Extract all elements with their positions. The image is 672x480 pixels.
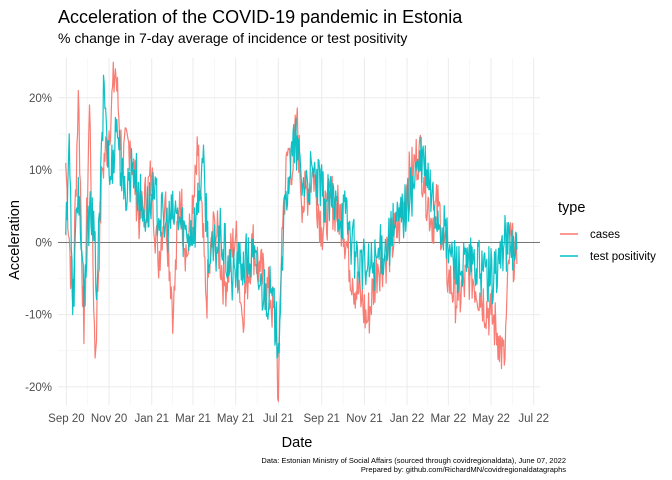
y-tick-label: -10% bbox=[25, 310, 52, 322]
x-tick-label: Jan 22 bbox=[390, 413, 425, 425]
y-tick-label: 20% bbox=[29, 93, 52, 105]
x-tick-label: Mar 21 bbox=[175, 413, 211, 425]
series-layer bbox=[65, 61, 518, 402]
caption-line-2: Prepared by: github.com/RichardMN/covidr… bbox=[361, 465, 566, 474]
legend-label-cases: cases bbox=[590, 229, 620, 241]
caption-line-1: Data: Estonian Ministry of Social Affair… bbox=[261, 456, 566, 465]
x-tick-label: May 21 bbox=[217, 413, 255, 425]
y-axis-title: Acceleration bbox=[7, 200, 23, 280]
x-tick-label: Sep 21 bbox=[304, 413, 340, 425]
x-axis-title: Date bbox=[282, 435, 313, 451]
chart-title: Acceleration of the COVID-19 pandemic in… bbox=[58, 7, 463, 27]
y-tick-label: -20% bbox=[25, 382, 52, 394]
legend: type cases test positivity bbox=[558, 200, 656, 263]
legend-label-test-positivity: test positivity bbox=[590, 251, 656, 263]
x-tick-label: Nov 21 bbox=[346, 413, 382, 425]
legend-title: type bbox=[558, 200, 585, 216]
y-axis-ticks: -20% -10% 0% 10% 20% bbox=[25, 93, 52, 394]
x-tick-label: May 22 bbox=[472, 413, 510, 425]
y-tick-label: 0% bbox=[35, 237, 52, 249]
chart-subtitle: % change in 7-day average of incidence o… bbox=[58, 30, 407, 46]
x-tick-label: Nov 20 bbox=[91, 413, 127, 425]
x-tick-label: Jul 21 bbox=[263, 413, 294, 425]
x-axis-ticks: Sep 20 Nov 20 Jan 21 Mar 21 May 21 Jul 21 Sep … bbox=[48, 413, 549, 425]
x-tick-label: Sep 20 bbox=[48, 413, 84, 425]
gridlines bbox=[58, 58, 540, 405]
y-tick-label: 10% bbox=[29, 165, 52, 177]
x-tick-label: Jul 22 bbox=[518, 413, 549, 425]
series-line-test-positivity bbox=[65, 74, 518, 359]
x-tick-label: Jan 21 bbox=[134, 413, 169, 425]
x-tick-label: Mar 22 bbox=[430, 413, 466, 425]
